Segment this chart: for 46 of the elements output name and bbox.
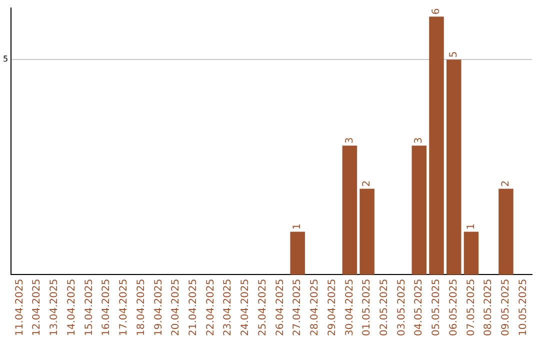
x-tick-label: 24.04.2025	[240, 278, 252, 336]
x-tick-label: 28.04.2025	[310, 278, 321, 336]
data-label: 2	[362, 180, 373, 187]
x-tick-label: 23.04.2025	[222, 278, 234, 336]
x-tick-label: 12.04.2025	[32, 278, 43, 336]
bar	[464, 232, 479, 275]
x-tick-label: 26.04.2025	[274, 278, 286, 336]
x-tick-label: 16.04.2025	[101, 278, 112, 336]
data-label: 2	[500, 180, 512, 187]
data-label: 6	[431, 8, 442, 15]
x-tick-label: 18.04.2025	[136, 278, 147, 336]
bar	[290, 232, 305, 275]
x-tick-label: 07.05.2025	[466, 278, 477, 336]
bar	[498, 188, 514, 275]
data-label: 3	[344, 137, 356, 144]
bar	[342, 146, 358, 275]
x-tick-label: 04.05.2025	[414, 278, 425, 336]
bar	[429, 16, 444, 275]
x-tick-label: 02.05.2025	[379, 278, 390, 336]
x-tick-label: 19.04.2025	[153, 278, 164, 336]
data-label: 1	[466, 223, 477, 230]
x-tick-label: 15.04.2025	[84, 278, 95, 336]
bar	[360, 188, 374, 275]
x-tick-label: 14.04.2025	[66, 278, 78, 336]
data-label: 5	[448, 51, 460, 58]
bar	[446, 60, 462, 275]
x-tick-label: 09.05.2025	[500, 278, 512, 336]
x-tick-label: 08.05.2025	[483, 278, 494, 336]
x-tick-label: 05.05.2025	[431, 278, 442, 336]
x-tick-label: 21.04.2025	[188, 278, 199, 336]
x-tick-label: 22.04.2025	[205, 278, 216, 336]
data-label: 3	[414, 137, 425, 144]
x-tick-label: 06.05.2025	[448, 278, 460, 336]
bar	[412, 146, 427, 275]
x-tick-label: 10.05.2025	[518, 278, 529, 336]
x-tick-label: 25.04.2025	[257, 278, 268, 336]
x-tick-label: 27.04.2025	[292, 278, 304, 336]
x-tick-label: 11.04.2025	[14, 278, 26, 336]
x-tick-label: 29.04.2025	[326, 278, 338, 336]
x-tick-label: 20.04.2025	[170, 278, 182, 336]
x-tick-label: 13.04.2025	[49, 278, 60, 336]
data-label: 1	[292, 223, 304, 230]
x-tick-label: 17.04.2025	[118, 278, 130, 336]
x-tick-label: 03.05.2025	[396, 278, 408, 336]
x-tick-label: 01.05.2025	[362, 278, 373, 336]
x-tick-label: 30.04.2025	[344, 278, 356, 336]
